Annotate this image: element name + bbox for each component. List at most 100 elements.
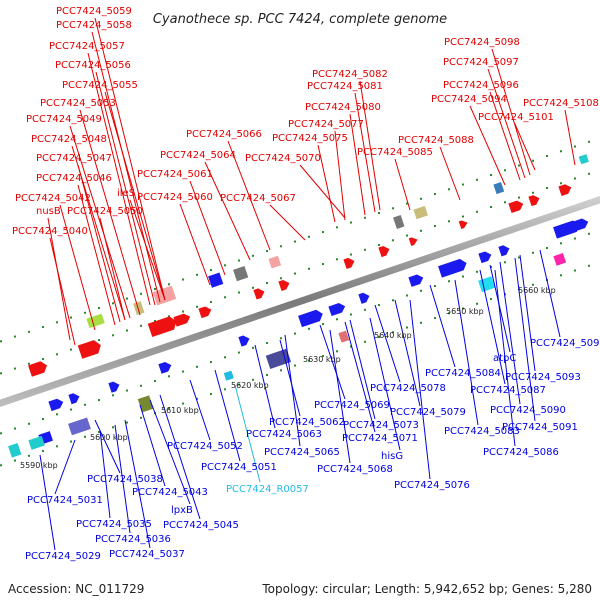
guide-dot <box>140 324 142 327</box>
guide-dot <box>434 193 436 196</box>
gene-feature <box>343 257 355 269</box>
leader-line <box>489 264 511 353</box>
leader-line <box>104 91 166 301</box>
leader-line <box>494 269 516 447</box>
leader-line <box>149 399 191 505</box>
gene-label: PCC7424_5069 <box>314 400 390 411</box>
gene-feature <box>478 251 492 264</box>
leader-line <box>79 109 141 316</box>
guide-dot <box>238 259 240 262</box>
gene-label: PCC7424_5058 <box>56 20 132 31</box>
leader-line <box>564 109 576 166</box>
guide-dot <box>14 367 16 370</box>
guide-dot <box>392 239 394 242</box>
guide-dot <box>462 183 464 186</box>
leader-line <box>334 130 346 221</box>
gene-feature <box>278 279 290 292</box>
gene-label: PCC7424_5036 <box>95 534 171 545</box>
gene-label: hisG <box>381 451 403 462</box>
guide-dot <box>238 291 240 294</box>
genome-summary-text: Topology: circular; Length: 5,942,652 bp… <box>262 582 592 596</box>
guide-dot <box>0 372 2 375</box>
guide-dot <box>434 317 436 320</box>
leader-line <box>91 31 161 303</box>
guide-dot <box>392 207 394 210</box>
guide-dot <box>560 242 562 245</box>
leader-line <box>179 203 211 286</box>
guide-dot <box>112 302 114 305</box>
guide-dot <box>588 264 590 267</box>
leader-line <box>349 319 376 420</box>
guide-dot <box>378 212 380 215</box>
gene-label: PCC7424_5090 <box>490 405 566 416</box>
guide-dot <box>406 234 408 237</box>
guide-dot <box>504 261 506 264</box>
leader-line <box>329 329 351 464</box>
gene-feature <box>137 395 154 413</box>
guide-dot <box>252 254 254 257</box>
gene-label: atpC <box>493 353 516 364</box>
guide-dot <box>84 435 86 438</box>
guide-dot <box>434 285 436 288</box>
guide-dot <box>238 383 240 386</box>
guide-dot <box>490 298 492 301</box>
gene-label: PCC7424_5031 <box>27 495 103 506</box>
guide-dot <box>98 307 100 310</box>
gene-feature <box>48 398 64 412</box>
leader-line <box>479 269 506 385</box>
guide-dot <box>378 244 380 247</box>
rna-labels: PCC7424_R0057 <box>226 484 309 495</box>
guide-dot <box>322 231 324 234</box>
guide-dot <box>266 342 268 345</box>
guide-dot <box>350 345 352 348</box>
gene-feature <box>573 218 589 231</box>
gene-feature <box>328 303 346 317</box>
guide-dot <box>574 177 576 180</box>
leader-line <box>227 140 271 251</box>
guide-dot <box>448 312 450 315</box>
guide-dot <box>140 384 142 387</box>
guide-dot <box>490 174 492 177</box>
gene-label: PCC7424_5053 <box>40 98 116 109</box>
gene-label: PCC7424_5073 <box>343 420 419 431</box>
guide-dot <box>462 275 464 278</box>
guide-dot <box>280 337 282 340</box>
gene-feature <box>108 381 120 393</box>
leader-line <box>59 204 96 331</box>
leader-line <box>487 68 526 179</box>
guide-dot <box>42 326 44 329</box>
gene-feature <box>558 184 572 197</box>
gene-feature <box>508 200 524 213</box>
leader-line <box>539 249 561 338</box>
leader-line <box>69 125 131 319</box>
guide-dot <box>98 431 100 434</box>
gene-label: PCC7424_5086 <box>483 447 559 458</box>
gene-feature <box>498 245 510 257</box>
guide-dot <box>560 150 562 153</box>
leader-line <box>204 161 251 261</box>
guide-dot <box>154 320 156 323</box>
upper-gene-labels: PCC7424_5059 PCC7424_5058 PCC7424_5057 P… <box>12 6 599 237</box>
guide-dot <box>154 380 156 383</box>
gene-feature <box>238 335 250 347</box>
leader-line <box>124 419 151 549</box>
rna-label: PCC7424_R0057 <box>226 484 309 495</box>
guide-dot <box>14 427 16 430</box>
guide-dot <box>210 269 212 272</box>
leader-line <box>454 279 479 426</box>
accession-text: Accession: NC_011729 <box>8 582 145 596</box>
gene-label: PCC7424_5065 <box>264 447 340 458</box>
leader-line <box>189 379 211 441</box>
guide-dot <box>224 356 226 359</box>
guide-dot <box>98 339 100 342</box>
guide-dot <box>42 358 44 361</box>
track-guides <box>0 140 590 467</box>
guide-dot <box>84 403 86 406</box>
gene-feature <box>152 285 177 306</box>
guide-dot <box>532 283 534 286</box>
leader-line <box>94 17 166 301</box>
guide-dot <box>322 263 324 266</box>
guide-dot <box>350 253 352 256</box>
leader-line <box>299 164 346 219</box>
gene-feature <box>198 306 212 319</box>
